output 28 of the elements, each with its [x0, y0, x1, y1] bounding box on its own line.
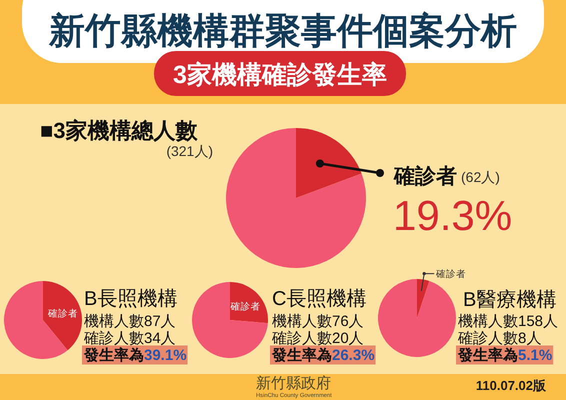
pie-slice: [417, 279, 430, 318]
text: 機構人數87人: [84, 313, 176, 330]
text: 3家機構確診發生率: [173, 61, 387, 89]
slice-label: 確診者: [229, 300, 260, 312]
slice-label: 確診者: [435, 268, 466, 280]
text: C長照機構: [272, 288, 366, 310]
text: B醫療機構: [463, 289, 556, 311]
text: 確診人數8人: [457, 330, 542, 347]
pie-slice: [192, 282, 268, 358]
pie-slice: [378, 279, 456, 357]
text: 確診人數20人: [271, 330, 364, 347]
text: 機構人數158人: [458, 313, 558, 330]
text: 新竹縣政府: [256, 374, 331, 392]
pie-slice: [4, 281, 68, 359]
chart-title: ■3家機構總人數: [40, 118, 199, 143]
text: 新竹縣機構群聚事件個案分析: [48, 10, 517, 51]
text: 110.07.02版: [476, 378, 547, 393]
pie-slice: [226, 128, 366, 268]
text: B長照機構: [84, 288, 178, 310]
slice-label: 確診者: [47, 307, 78, 320]
data-label: 19.3%: [393, 192, 512, 239]
pie-slice: [296, 128, 362, 198]
text: 機構人數76人: [272, 313, 364, 330]
text: (62人): [461, 169, 500, 185]
text: (321人): [166, 143, 213, 159]
text: 確診人數34人: [83, 330, 176, 347]
slice-label: 確診者: [393, 165, 457, 188]
pie-slice: [43, 281, 82, 350]
